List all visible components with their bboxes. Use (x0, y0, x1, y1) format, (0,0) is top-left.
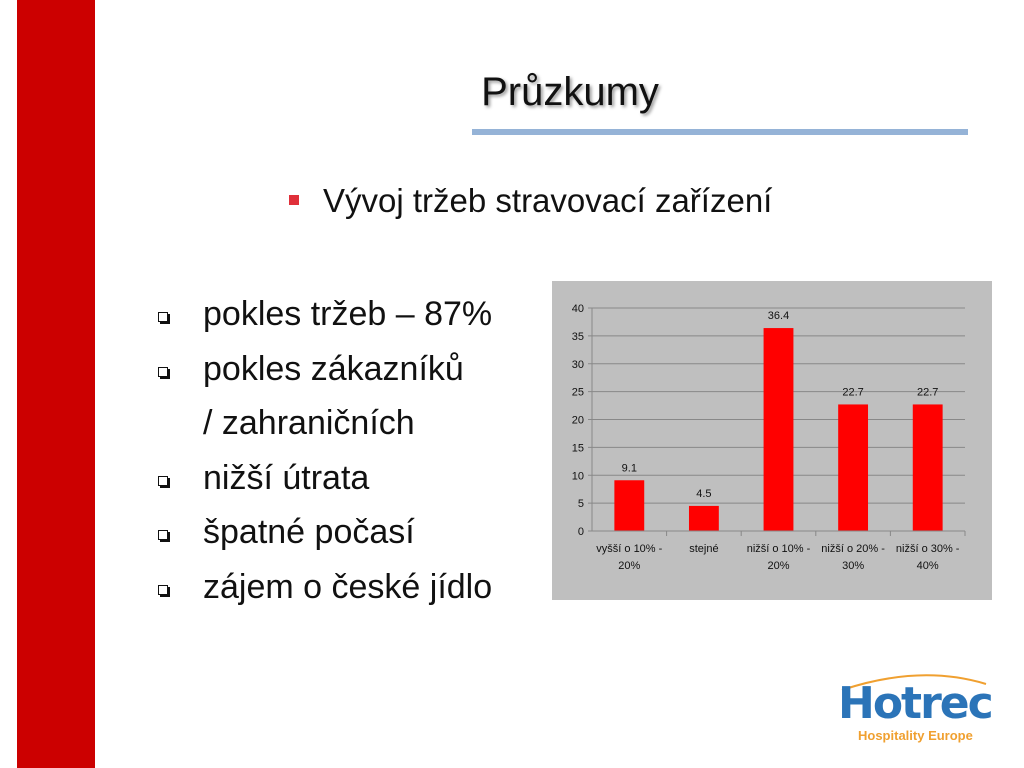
y-tick-label: 25 (572, 387, 584, 399)
data-label: 36.4 (768, 310, 789, 322)
title-rule (472, 129, 968, 135)
bullet-text: nižší útrata (203, 458, 370, 497)
bullet-marker (158, 312, 168, 322)
bullet-text: / zahraničních (203, 404, 415, 442)
bar (688, 505, 719, 531)
heading: Vývoj tržeb stravovací zařízení (323, 182, 773, 219)
bullet-text: pokles zákazníků (203, 349, 464, 388)
logo-tagline: Hospitality Europe (858, 728, 973, 743)
x-tick-label: nižší o 20% - 30% (821, 543, 885, 572)
bullet-text: zájem o české jídlo (203, 567, 493, 606)
chart-svg: 0 5 10 15 20 25 30 35 40 9.1 4.5 36.4 22.7 22.7 (572, 303, 966, 538)
data-label: 9.1 (622, 462, 637, 474)
bullet-item: nižší útrata (155, 451, 492, 506)
bar (912, 404, 943, 531)
slide-title: Průzkumy (481, 70, 659, 114)
data-label: 4.5 (696, 488, 711, 500)
logo-arc (841, 674, 987, 691)
bullet-marker (158, 584, 168, 595)
logo-name: Hotrec (838, 678, 994, 729)
bullet-text: pokles tržeb – 87% (203, 295, 493, 333)
y-tick-label: 35 (572, 331, 584, 343)
bar (763, 328, 794, 531)
x-tick-label: vyšší o 10% - 20% (596, 543, 663, 572)
bar (614, 480, 645, 531)
bullet-text: špatné počasí (203, 513, 415, 551)
bullet-list: pokles tržeb – 87% pokles zákazníků / zahr… (155, 287, 492, 614)
y-tick-label: 20 (572, 415, 584, 427)
y-tick-label: 30 (572, 359, 584, 371)
chart: 0 5 10 15 20 25 30 35 40 9.1 4.5 36.4 22.7 22.7 vyšší… (552, 281, 992, 600)
x-tick-label: stejné (689, 543, 719, 555)
bullet-item: pokles tržeb – 87% (155, 287, 492, 342)
bullet-marker (158, 475, 168, 486)
y-tick-label: 0 (578, 526, 584, 538)
x-tick-label: nižší o 30% - 40% (895, 543, 960, 572)
x-tick-label: nižší o 10% - 20% (746, 543, 811, 572)
y-tick-label: 5 (578, 498, 584, 510)
bullet-item: pokles zákazníků / zahraničních (155, 342, 492, 451)
bullet-marker (158, 530, 168, 540)
data-label: 22.7 (842, 386, 863, 398)
bullet-marker (158, 366, 168, 377)
side-bar (17, 0, 95, 768)
y-tick-label: 15 (572, 442, 584, 454)
bar (838, 404, 869, 531)
bullet-item: zájem o české jídlo (155, 560, 492, 615)
y-tick-label: 10 (572, 470, 584, 482)
y-tick-label: 40 (572, 303, 584, 315)
bullet-item: špatné počasí (155, 505, 492, 560)
bullet-marker (289, 195, 299, 205)
data-label: 22.7 (917, 386, 938, 398)
